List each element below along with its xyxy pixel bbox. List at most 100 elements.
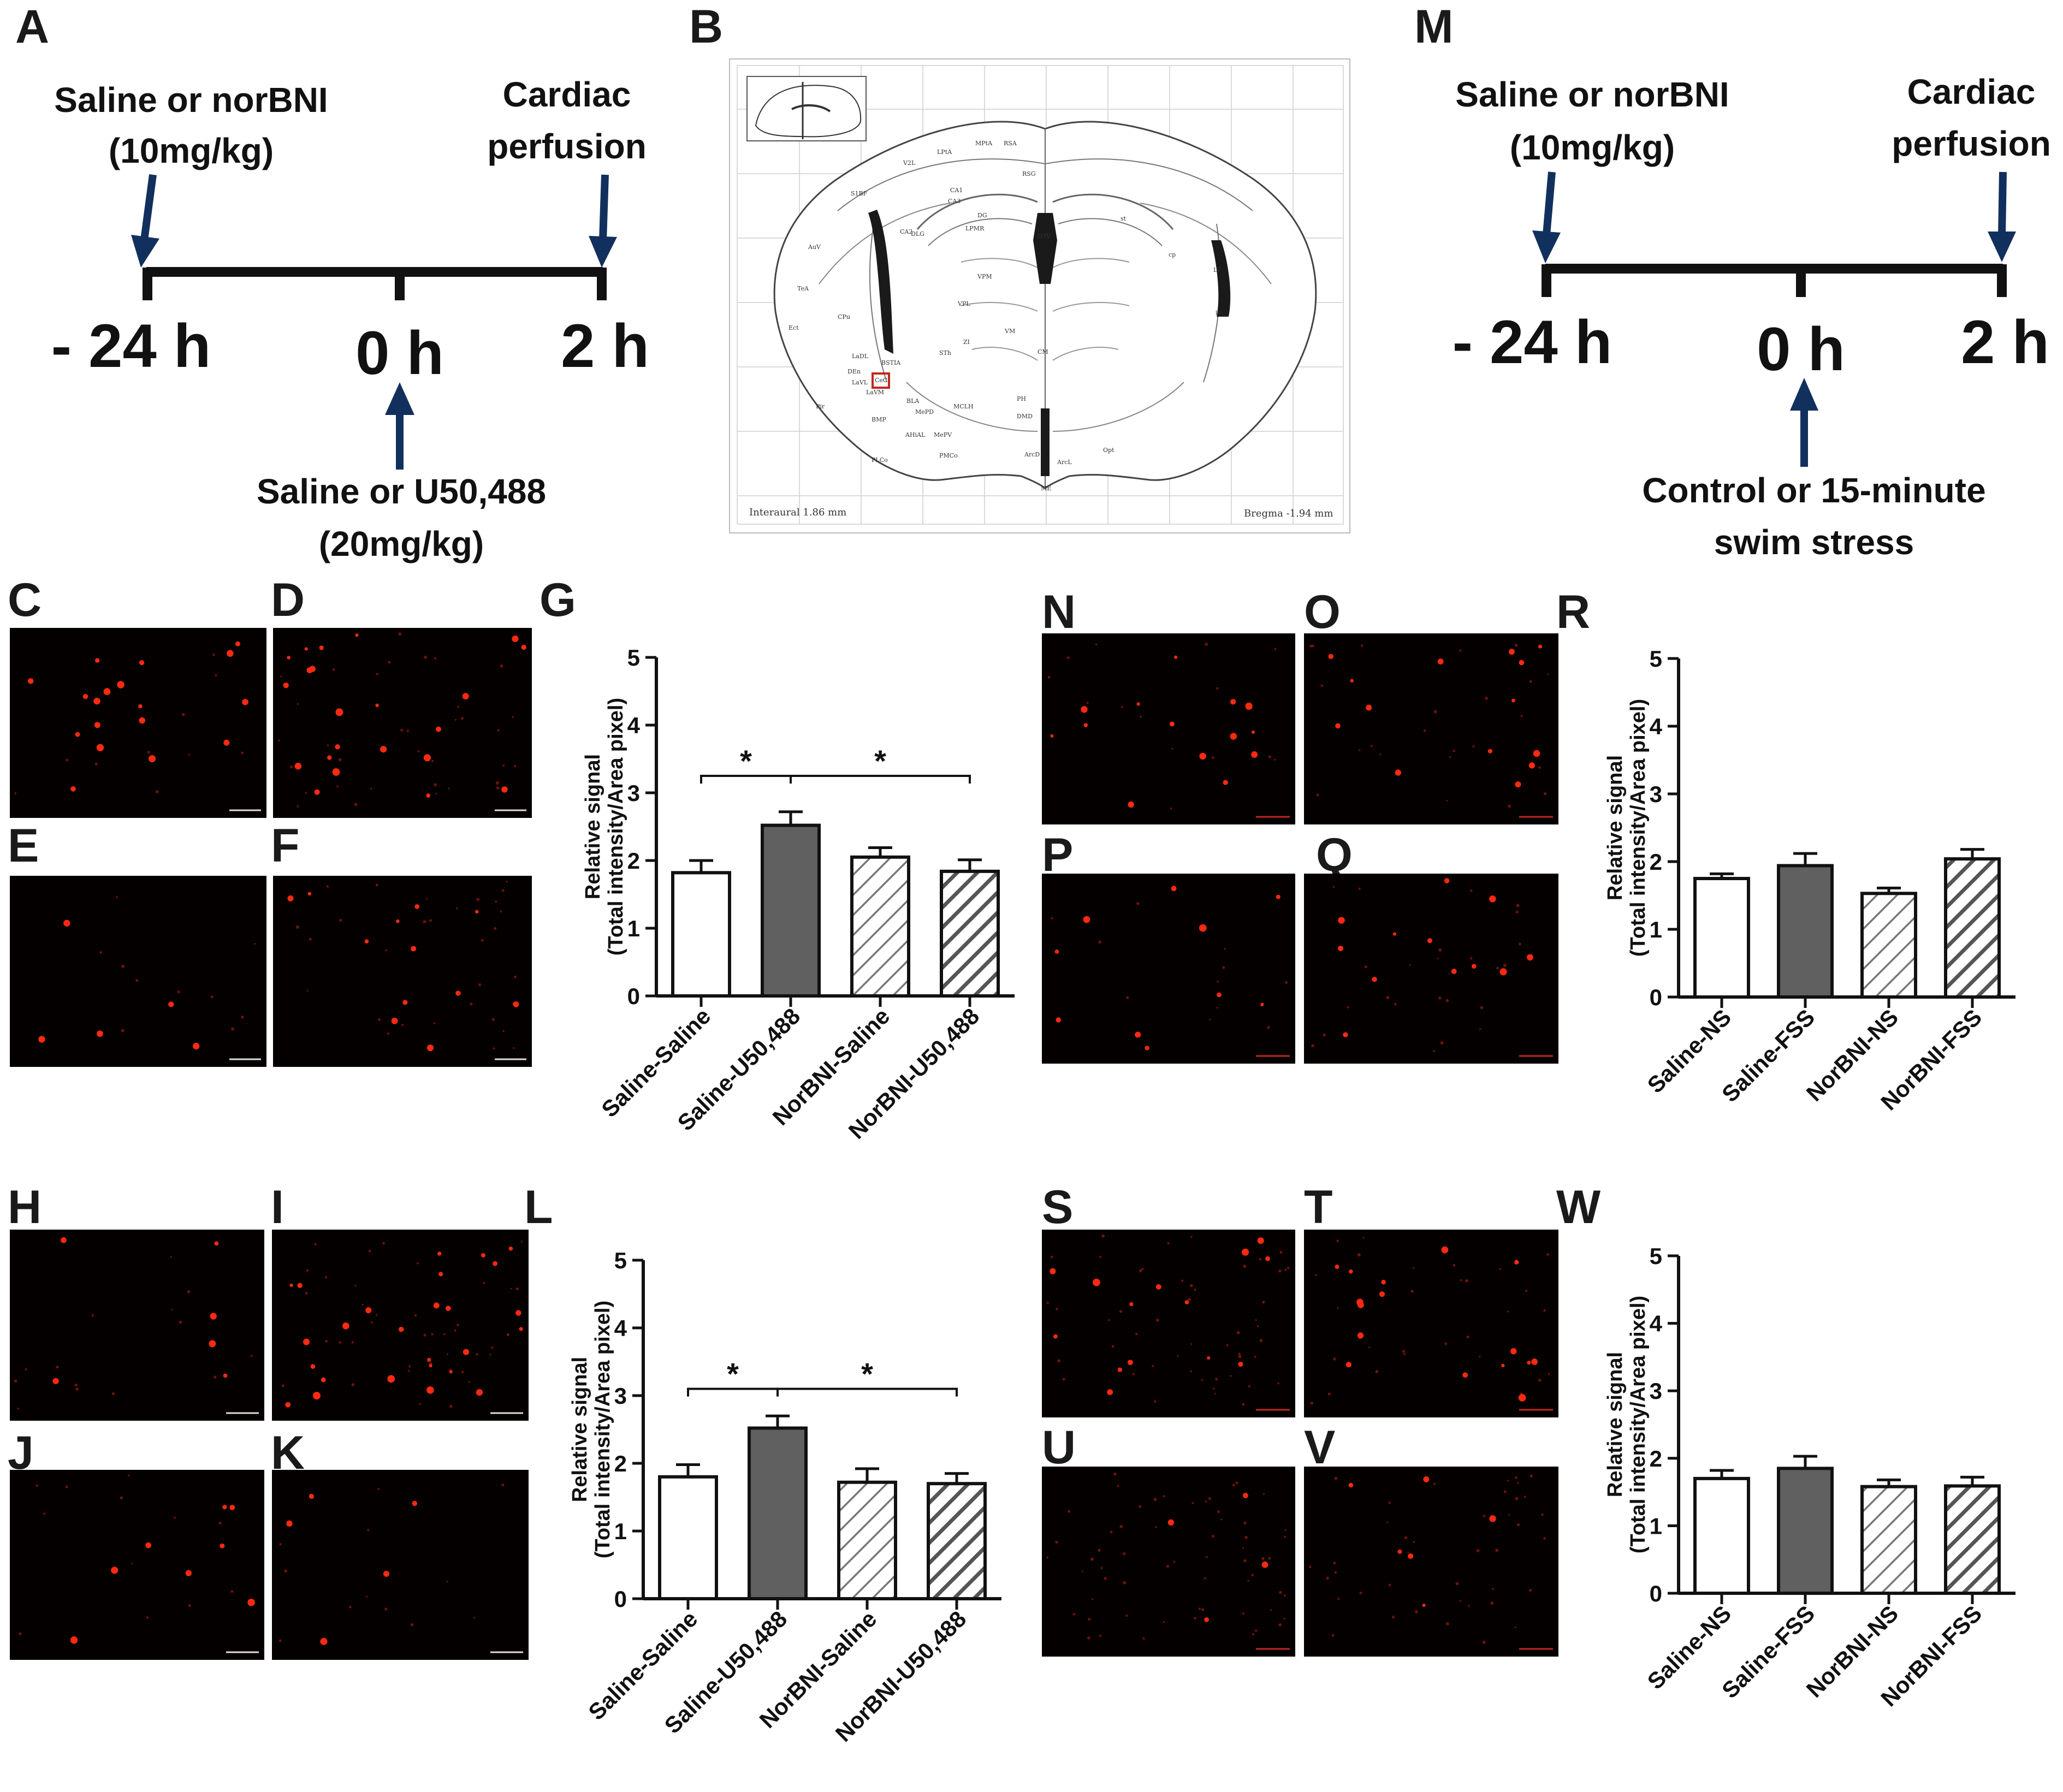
y-tick-label: 0 — [1650, 1581, 1662, 1606]
bright-puncta — [1251, 751, 1258, 758]
bright-puncta — [1107, 1389, 1113, 1396]
region-label: ArcL — [1057, 459, 1072, 466]
bar — [850, 855, 910, 998]
y-tick-label: 4 — [627, 713, 641, 738]
region-label: LaVM — [866, 389, 884, 396]
bright-puncta — [1397, 1549, 1402, 1554]
timeline-label-0h: 0 h — [1757, 315, 1845, 383]
dim-puncta — [1242, 1547, 1244, 1549]
dim-puncta — [1520, 715, 1523, 717]
dim-puncta — [1119, 1524, 1123, 1528]
bright-puncta — [463, 1349, 470, 1355]
dim-puncta — [1543, 1537, 1546, 1540]
timeline-top-left-line2: (10mg/kg) — [109, 131, 274, 170]
timeline-bottom-line1: Control or 15-minute — [1642, 471, 1985, 510]
bright-puncta — [1207, 1356, 1211, 1360]
panel-label-G: G — [540, 574, 576, 626]
bright-puncta — [97, 1030, 103, 1037]
bright-puncta — [75, 732, 80, 737]
region-label: Pir — [816, 403, 825, 410]
dim-puncta — [1316, 793, 1319, 797]
bright-puncta — [285, 1402, 291, 1408]
micrograph-P — [1042, 874, 1295, 1064]
dim-puncta — [1538, 766, 1541, 769]
bright-puncta — [306, 667, 313, 673]
region-label: AuV — [808, 244, 821, 251]
dim-puncta — [1152, 1364, 1154, 1367]
dim-puncta — [309, 937, 312, 941]
dim-puncta — [433, 1022, 436, 1024]
region-label: PH — [1017, 395, 1026, 402]
dim-puncta — [187, 1290, 191, 1293]
dim-puncta — [1259, 1258, 1262, 1261]
bright-puncta — [139, 717, 146, 724]
dim-puncta — [279, 1543, 282, 1546]
dim-puncta — [1167, 1242, 1170, 1245]
region-label: D3V — [1038, 233, 1051, 240]
dim-puncta — [1283, 1535, 1287, 1538]
dim-puncta — [1268, 1557, 1271, 1560]
dim-puncta — [1392, 1616, 1395, 1619]
bright-puncta — [1510, 1348, 1517, 1355]
dim-puncta — [1254, 1629, 1258, 1632]
dim-puncta — [1370, 745, 1373, 747]
atlas-region-labels: VPL VPM LPMR DLG CA3 CA2 CA1 DG BLA CeC … — [789, 140, 1222, 492]
bright-puncta — [1527, 954, 1533, 961]
y-tick-label: 4 — [1650, 1311, 1663, 1337]
bar-chart-W: 0 1 2 3 4 5 Relative signal (Total intensity/Ar… — [1604, 1243, 2015, 1711]
dim-puncta — [1507, 1310, 1509, 1313]
bright-puncta — [283, 683, 289, 689]
dim-puncta — [1268, 755, 1271, 758]
region-label: ZI — [963, 339, 970, 346]
bright-puncta — [380, 746, 387, 753]
dim-puncta — [502, 764, 505, 767]
down-arrow-icon — [589, 174, 617, 268]
dim-puncta — [1273, 758, 1276, 761]
region-label: Ect — [789, 324, 799, 331]
dim-puncta — [481, 939, 484, 942]
y-tick-label: 3 — [1650, 781, 1662, 807]
dim-puncta — [1111, 1345, 1115, 1348]
dim-puncta — [1242, 1403, 1245, 1406]
panel-label-O: O — [1304, 586, 1341, 638]
bright-puncta — [320, 1637, 328, 1645]
region-label: CA1 — [950, 187, 963, 194]
dim-puncta — [1270, 1609, 1272, 1611]
dim-puncta — [56, 1366, 59, 1369]
dim-puncta — [407, 1369, 410, 1372]
bright-puncta — [1422, 1603, 1426, 1607]
dim-puncta — [1453, 1263, 1456, 1267]
dim-puncta — [1495, 1548, 1499, 1552]
dim-puncta — [1251, 1574, 1254, 1576]
dim-puncta — [1262, 1493, 1265, 1496]
bright-puncta — [436, 726, 441, 732]
dim-puncta — [1046, 1556, 1048, 1559]
timeline-top-right-line2: perfusion — [487, 127, 647, 166]
bright-puncta — [396, 919, 400, 923]
bright-puncta — [1349, 1269, 1353, 1274]
dim-puncta — [280, 675, 282, 678]
dim-puncta — [1046, 1301, 1049, 1304]
down-arrow-icon — [1988, 171, 2016, 262]
dim-puncta — [515, 1287, 519, 1291]
dim-puncta — [1503, 1490, 1507, 1493]
y-tick-label: 1 — [614, 1518, 627, 1544]
dim-puncta — [213, 1375, 217, 1379]
bright-puncta — [117, 681, 125, 689]
bright-puncta — [1127, 1360, 1133, 1366]
dim-puncta — [423, 920, 426, 923]
bright-puncta — [96, 744, 104, 751]
dim-puncta — [188, 753, 191, 756]
dim-puncta — [454, 1330, 457, 1332]
dim-puncta — [1154, 1526, 1157, 1528]
lateral-ventricle-right — [1211, 240, 1231, 317]
bright-puncta — [462, 693, 469, 700]
dim-puncta — [468, 1381, 471, 1383]
dim-puncta — [1081, 1570, 1083, 1573]
timeline-bottom-line2: (20mg/kg) — [319, 524, 484, 563]
timeline-bottom-line2: swim stress — [1714, 523, 1914, 562]
dim-puncta — [470, 1002, 473, 1006]
y-axis-subtitle: (Total intensity/Area pixel) — [591, 1301, 614, 1558]
dim-puncta — [1211, 1535, 1215, 1538]
bright-puncta — [1338, 945, 1344, 951]
